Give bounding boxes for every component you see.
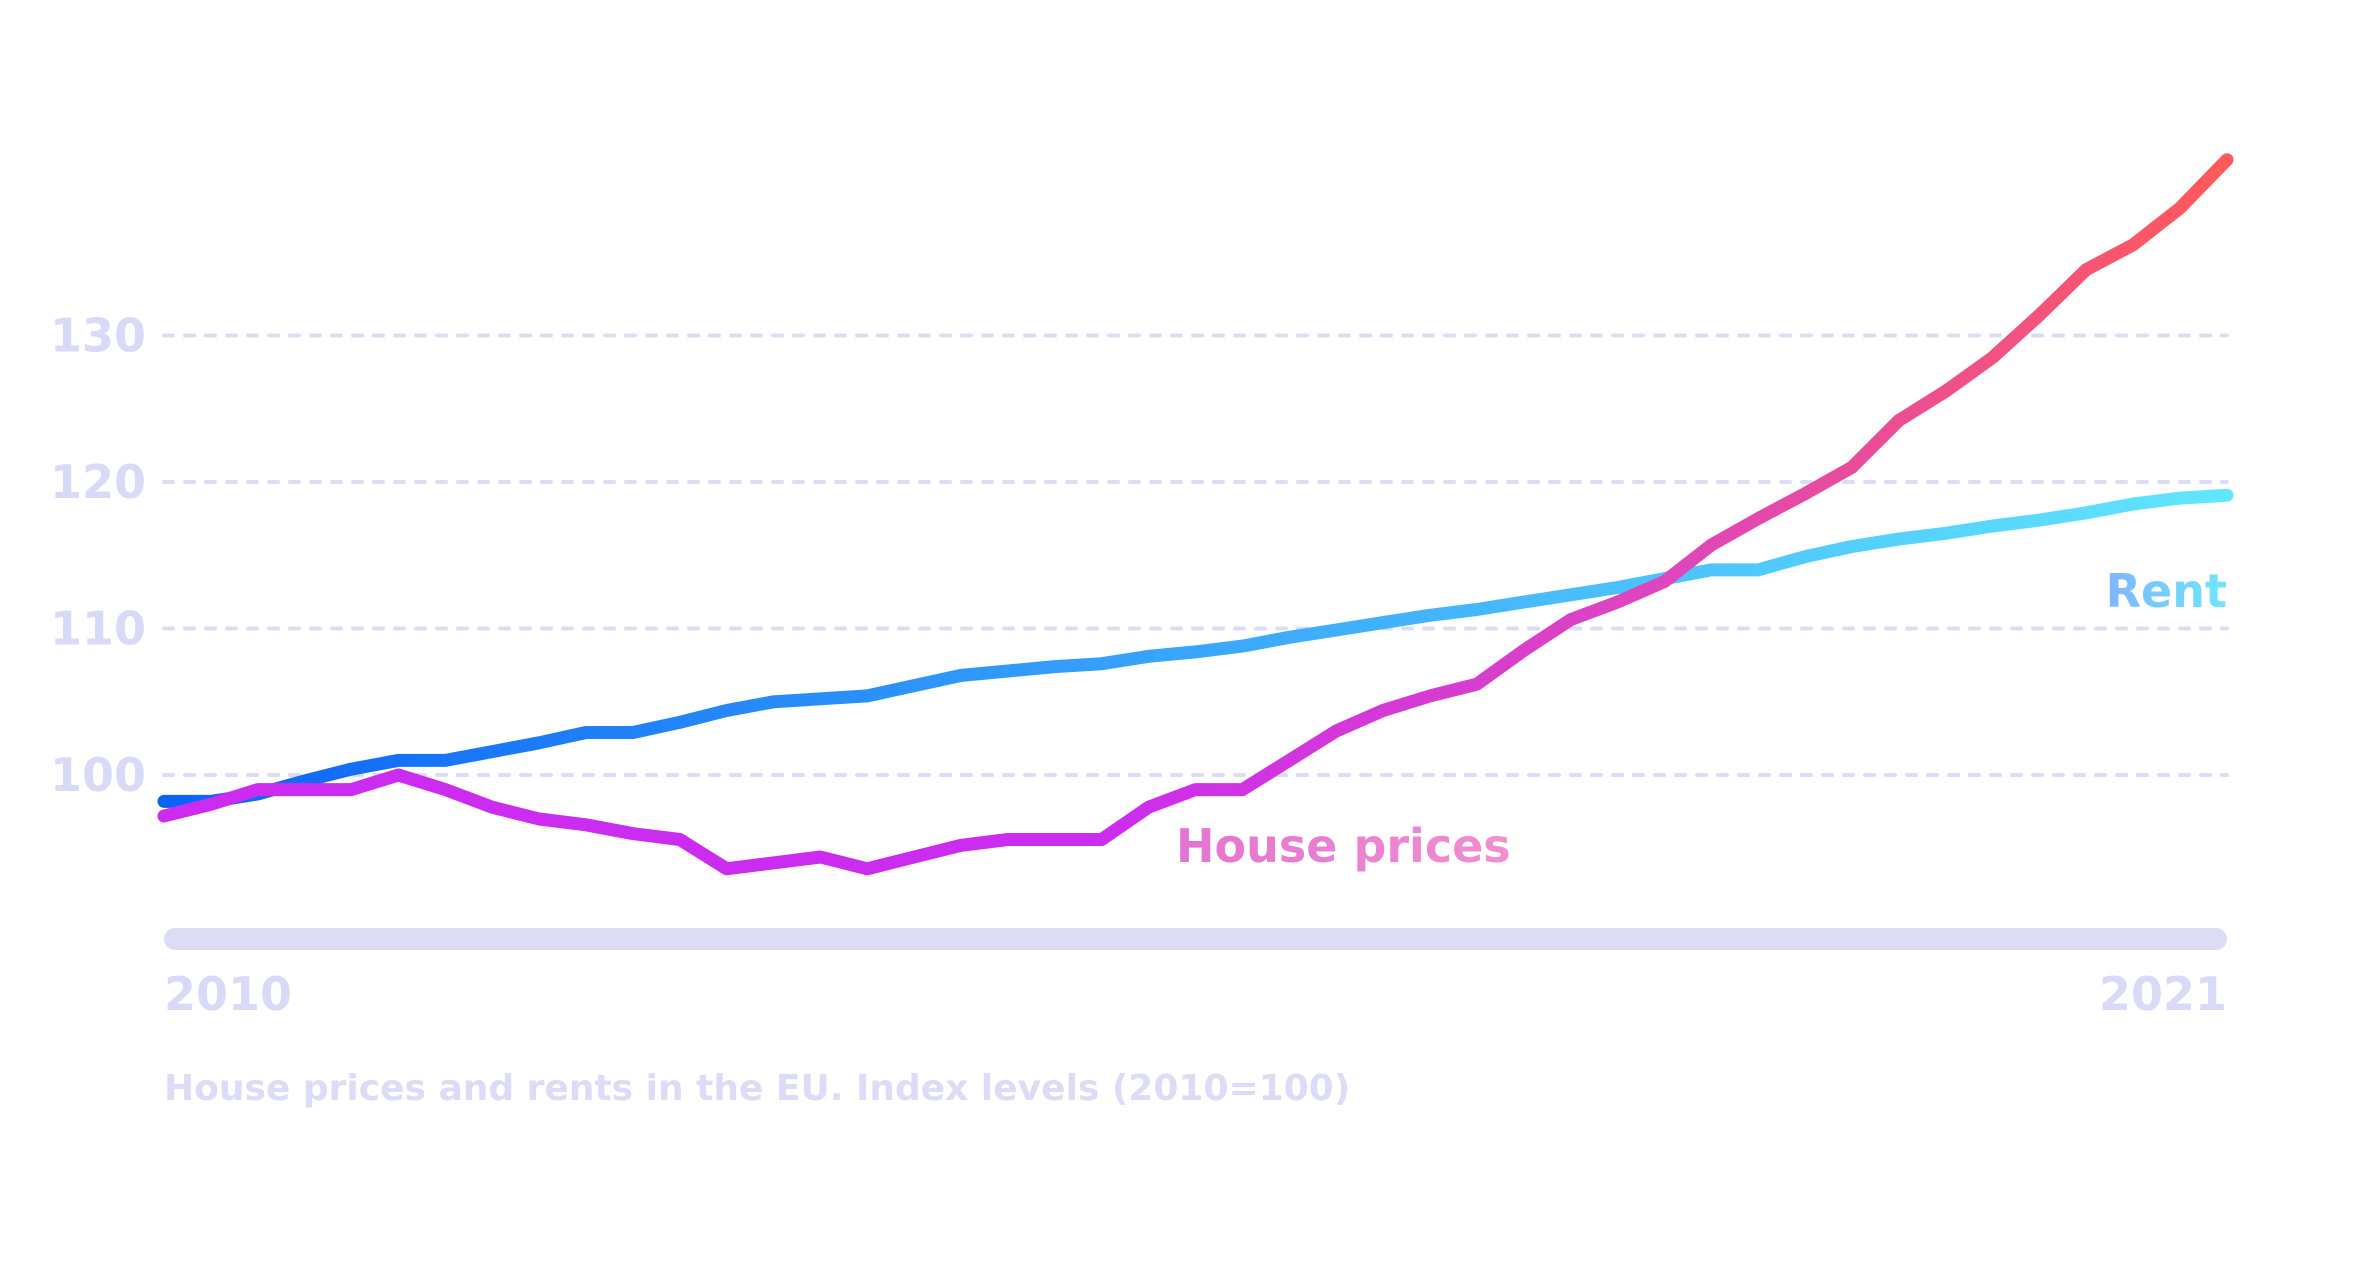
grid-lines	[162, 333, 2229, 777]
x-tick-label-2010: 2010	[164, 967, 292, 1021]
series-line-house-prices	[157, 153, 2234, 876]
x-axis-ticks: 2010 2021	[164, 967, 2227, 1021]
series-labels: Rent House prices	[1176, 564, 2227, 873]
series-lines	[157, 153, 2234, 876]
y-axis-ticks: 100 110 120 130	[50, 309, 146, 803]
series-label-house-prices: House prices	[1176, 819, 1511, 873]
y-tick-label-120: 120	[50, 455, 146, 509]
chart-caption: House prices and rents in the EU. Index …	[164, 1068, 1351, 1109]
series-line-rent	[157, 488, 2234, 808]
x-tick-label-2021: 2021	[2099, 967, 2227, 1021]
y-tick-label-130: 130	[50, 309, 146, 363]
x-axis-bar	[164, 928, 2227, 950]
y-tick-label-110: 110	[50, 602, 146, 656]
series-label-rent: Rent	[2106, 564, 2227, 618]
y-tick-label-100: 100	[50, 748, 146, 802]
